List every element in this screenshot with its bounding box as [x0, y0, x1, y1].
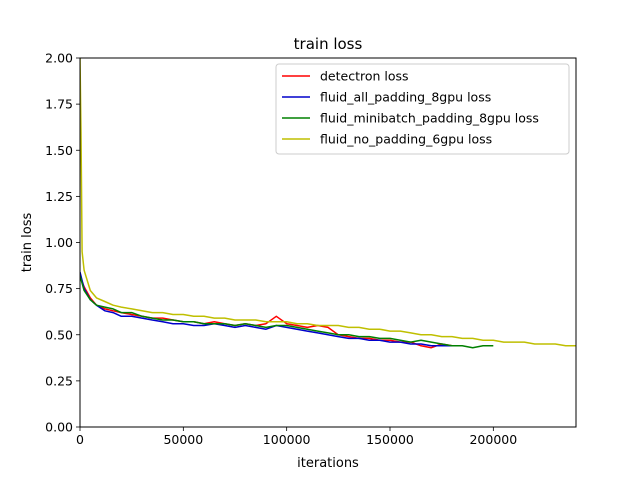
- y-axis-label: train loss: [20, 213, 35, 273]
- x-tick-label: 50000: [163, 432, 203, 447]
- x-tick-label: 200000: [469, 432, 517, 447]
- y-tick-label: 1.25: [45, 189, 73, 204]
- legend-label-1: detectron loss: [320, 69, 409, 84]
- legend: detectron loss fluid_all_padding_8gpu los…: [275, 63, 570, 155]
- y-axis: 0.00 0.25 0.50 0.75 1.00 1.25 1.50 1.75 2.00: [45, 51, 80, 435]
- x-tick-label: 150000: [366, 432, 414, 447]
- legend-label-2: fluid_all_padding_8gpu loss: [320, 90, 491, 105]
- y-tick-label: 1.00: [45, 235, 73, 250]
- chart-title: train loss: [294, 35, 363, 53]
- y-tick-label: 2.00: [45, 51, 73, 66]
- y-tick-label: 0.50: [45, 327, 73, 342]
- legend-label-3: fluid_minibatch_padding_8gpu loss: [320, 111, 539, 126]
- legend-label-4: fluid_no_padding_6gpu loss: [320, 132, 492, 147]
- series-line-2: [80, 271, 452, 347]
- series-line-4: [80, 58, 576, 347]
- plot-lines: [80, 58, 576, 349]
- y-tick-label: 0.00: [45, 420, 73, 435]
- y-tick-label: 1.75: [45, 97, 73, 112]
- y-tick-label: 0.75: [45, 281, 73, 296]
- y-tick-label: 1.50: [45, 143, 73, 158]
- x-tick-label: 0: [76, 432, 84, 447]
- x-axis: 0 50000 100000 150000 200000: [76, 427, 517, 447]
- series-line-3: [80, 275, 494, 349]
- x-tick-label: 100000: [263, 432, 311, 447]
- y-tick-label: 0.25: [45, 373, 73, 388]
- legend-box: [275, 63, 570, 155]
- x-axis-label: iterations: [297, 456, 359, 471]
